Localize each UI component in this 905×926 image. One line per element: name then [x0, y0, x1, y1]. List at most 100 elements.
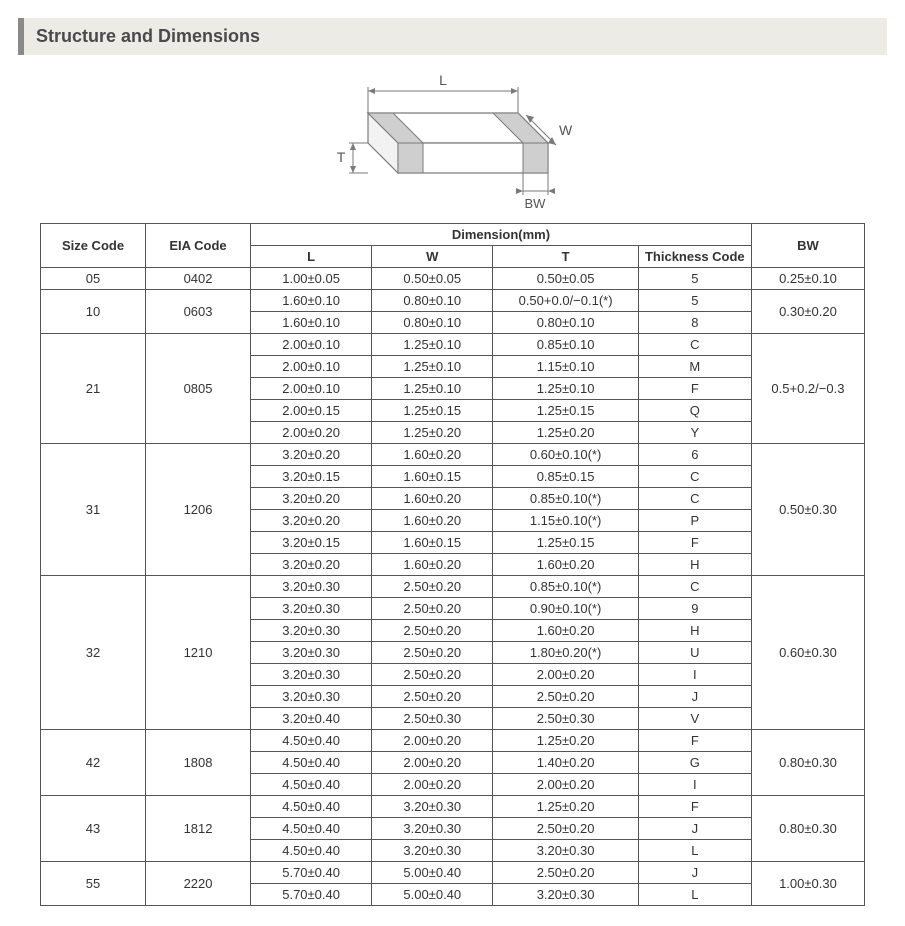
cell-l: 2.00±0.15 [251, 400, 372, 422]
cell-l: 1.60±0.10 [251, 312, 372, 334]
cell-bw: 1.00±0.30 [751, 862, 864, 906]
cell-t: 0.90±0.10(*) [493, 598, 638, 620]
th-l: L [251, 246, 372, 268]
cell-l: 2.00±0.10 [251, 334, 372, 356]
cell-w: 1.25±0.15 [372, 400, 493, 422]
cell-l: 4.50±0.40 [251, 774, 372, 796]
label-L: L [439, 72, 447, 88]
th-tc: Thickness Code [638, 246, 751, 268]
cell-size: 55 [41, 862, 146, 906]
cell-l: 3.20±0.20 [251, 554, 372, 576]
cell-l: 5.70±0.40 [251, 884, 372, 906]
cell-l: 2.00±0.20 [251, 422, 372, 444]
th-w: W [372, 246, 493, 268]
cell-eia: 0402 [146, 268, 251, 290]
cell-eia: 1812 [146, 796, 251, 862]
cell-w: 2.50±0.20 [372, 664, 493, 686]
cell-w: 1.60±0.20 [372, 488, 493, 510]
cell-eia: 1206 [146, 444, 251, 576]
cell-t: 1.25±0.20 [493, 730, 638, 752]
cell-bw: 0.80±0.30 [751, 730, 864, 796]
cell-l: 3.20±0.30 [251, 620, 372, 642]
cell-w: 5.00±0.40 [372, 862, 493, 884]
cell-l: 5.70±0.40 [251, 862, 372, 884]
cell-w: 1.25±0.20 [372, 422, 493, 444]
cell-l: 4.50±0.40 [251, 752, 372, 774]
label-BW: BW [524, 196, 546, 211]
cell-t: 0.50+0.0/−0.1(*) [493, 290, 638, 312]
table-row: 1006031.60±0.100.80±0.100.50+0.0/−0.1(*)… [41, 290, 865, 312]
th-dim: Dimension(mm) [251, 224, 752, 246]
cell-t: 0.60±0.10(*) [493, 444, 638, 466]
cell-t: 2.50±0.20 [493, 862, 638, 884]
table-row: 4218084.50±0.402.00±0.201.25±0.20F0.80±0… [41, 730, 865, 752]
cell-t: 3.20±0.30 [493, 840, 638, 862]
cell-w: 1.60±0.20 [372, 554, 493, 576]
cell-l: 4.50±0.40 [251, 730, 372, 752]
cell-l: 1.60±0.10 [251, 290, 372, 312]
table-header-row-1: Size Code EIA Code Dimension(mm) BW [41, 224, 865, 246]
cell-tc: Y [638, 422, 751, 444]
cell-tc: 6 [638, 444, 751, 466]
cell-eia: 1808 [146, 730, 251, 796]
cell-l: 3.20±0.30 [251, 664, 372, 686]
cell-w: 2.50±0.20 [372, 576, 493, 598]
cell-w: 2.50±0.20 [372, 642, 493, 664]
chip-diagram: L T W BW [323, 63, 583, 213]
cell-w: 1.60±0.15 [372, 466, 493, 488]
cell-t: 1.25±0.20 [493, 422, 638, 444]
cell-l: 4.50±0.40 [251, 796, 372, 818]
cell-tc: J [638, 818, 751, 840]
cell-w: 1.60±0.20 [372, 444, 493, 466]
cell-t: 1.15±0.10 [493, 356, 638, 378]
cell-tc: C [638, 576, 751, 598]
cell-l: 3.20±0.30 [251, 686, 372, 708]
cell-w: 0.80±0.10 [372, 290, 493, 312]
cell-tc: 9 [638, 598, 751, 620]
cell-w: 5.00±0.40 [372, 884, 493, 906]
cell-t: 2.50±0.20 [493, 686, 638, 708]
cell-l: 4.50±0.40 [251, 840, 372, 862]
cell-tc: F [638, 378, 751, 400]
cell-l: 3.20±0.20 [251, 510, 372, 532]
cell-tc: L [638, 884, 751, 906]
cell-tc: F [638, 730, 751, 752]
cell-w: 0.50±0.05 [372, 268, 493, 290]
cell-tc: Q [638, 400, 751, 422]
table-row: 3112063.20±0.201.60±0.200.60±0.10(*)60.5… [41, 444, 865, 466]
cell-t: 1.60±0.20 [493, 620, 638, 642]
cell-tc: H [638, 620, 751, 642]
cell-t: 0.85±0.10 [493, 334, 638, 356]
table-row: 0504021.00±0.050.50±0.050.50±0.0550.25±0… [41, 268, 865, 290]
cell-size: 43 [41, 796, 146, 862]
table-row: 2108052.00±0.101.25±0.100.85±0.10C0.5+0.… [41, 334, 865, 356]
cell-tc: M [638, 356, 751, 378]
cell-tc: C [638, 466, 751, 488]
cell-t: 2.50±0.30 [493, 708, 638, 730]
cell-w: 2.50±0.20 [372, 620, 493, 642]
cell-tc: P [638, 510, 751, 532]
cell-l: 3.20±0.15 [251, 466, 372, 488]
cell-l: 3.20±0.15 [251, 532, 372, 554]
label-W: W [559, 122, 573, 138]
cell-t: 0.85±0.10(*) [493, 488, 638, 510]
cell-l: 3.20±0.40 [251, 708, 372, 730]
cell-w: 3.20±0.30 [372, 840, 493, 862]
cell-t: 0.85±0.10(*) [493, 576, 638, 598]
diagram-container: L T W BW [0, 63, 905, 213]
cell-t: 0.50±0.05 [493, 268, 638, 290]
cell-w: 2.50±0.20 [372, 686, 493, 708]
cell-t: 0.85±0.15 [493, 466, 638, 488]
cell-tc: C [638, 334, 751, 356]
cell-tc: U [638, 642, 751, 664]
cell-tc: F [638, 532, 751, 554]
cell-l: 1.00±0.05 [251, 268, 372, 290]
cell-w: 2.50±0.30 [372, 708, 493, 730]
cell-t: 2.00±0.20 [493, 664, 638, 686]
cell-t: 1.60±0.20 [493, 554, 638, 576]
cell-w: 3.20±0.30 [372, 818, 493, 840]
cell-size: 31 [41, 444, 146, 576]
cell-l: 3.20±0.30 [251, 642, 372, 664]
th-bw: BW [751, 224, 864, 268]
cell-tc: J [638, 686, 751, 708]
